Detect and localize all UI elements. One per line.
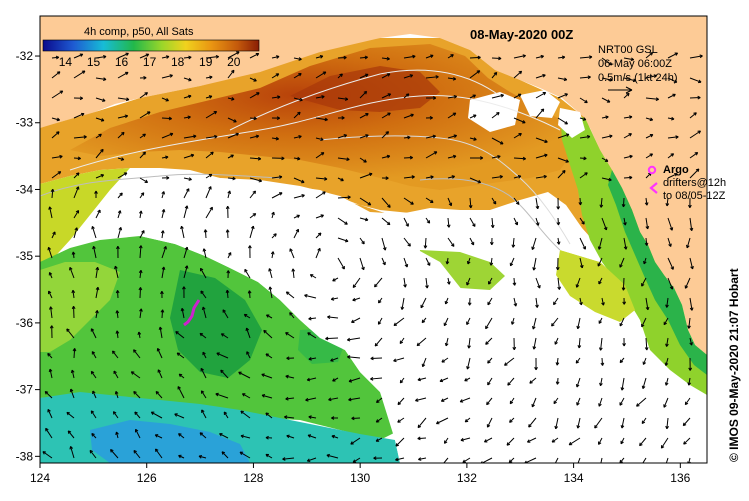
y-axis: -32 -33 -34 -35 -36 -37 -38: [16, 49, 40, 463]
x-tick-label: 132: [457, 471, 477, 485]
current-info-line3: 0.5m/s (1kt 24h): [598, 72, 677, 84]
current-info-line2: 06-May 06:00Z: [598, 58, 672, 70]
x-tick-label: 130: [350, 471, 370, 485]
credit-text: © IMOS 09-May-2020 21:07 Hobart: [727, 268, 741, 462]
y-tick-label: -36: [16, 316, 34, 330]
y-tick-label: -32: [16, 49, 34, 63]
map-title: 08-May-2020 00Z: [470, 27, 573, 42]
x-tick-label: 134: [564, 471, 584, 485]
colorbar-label: 4h comp, p50, All Sats: [84, 26, 194, 38]
y-tick-label: -38: [16, 449, 34, 463]
drifters-label-line1: drifters@12h: [663, 177, 726, 189]
drifters-label-line2: to 08/05-12Z: [663, 190, 726, 202]
x-tick-label: 136: [670, 471, 690, 485]
x-tick-label: 124: [30, 471, 50, 485]
y-tick-label: -35: [16, 249, 34, 263]
y-tick-label: -37: [16, 383, 34, 397]
colorbar-tick-label: 20: [227, 55, 241, 69]
colorbar-tick-label: 16: [115, 55, 129, 69]
colorbar-tick-label: 18: [171, 55, 185, 69]
argo-label: Argo: [663, 164, 689, 176]
colorbar-tick-label: 15: [87, 55, 101, 69]
x-tick-label: 128: [243, 471, 263, 485]
colorbar-tick-label: 19: [199, 55, 213, 69]
y-tick-label: -33: [16, 116, 34, 130]
colorbar-gradient: [43, 40, 259, 51]
x-axis: 124 126 128 130 132 134 136: [30, 463, 691, 485]
x-tick-label: 126: [137, 471, 157, 485]
colorbar-tick-label: 17: [143, 55, 157, 69]
current-info-line1: NRT00 GSL: [598, 44, 658, 56]
y-tick-label: -34: [16, 182, 34, 196]
colorbar-tick-label: 14: [59, 55, 73, 69]
